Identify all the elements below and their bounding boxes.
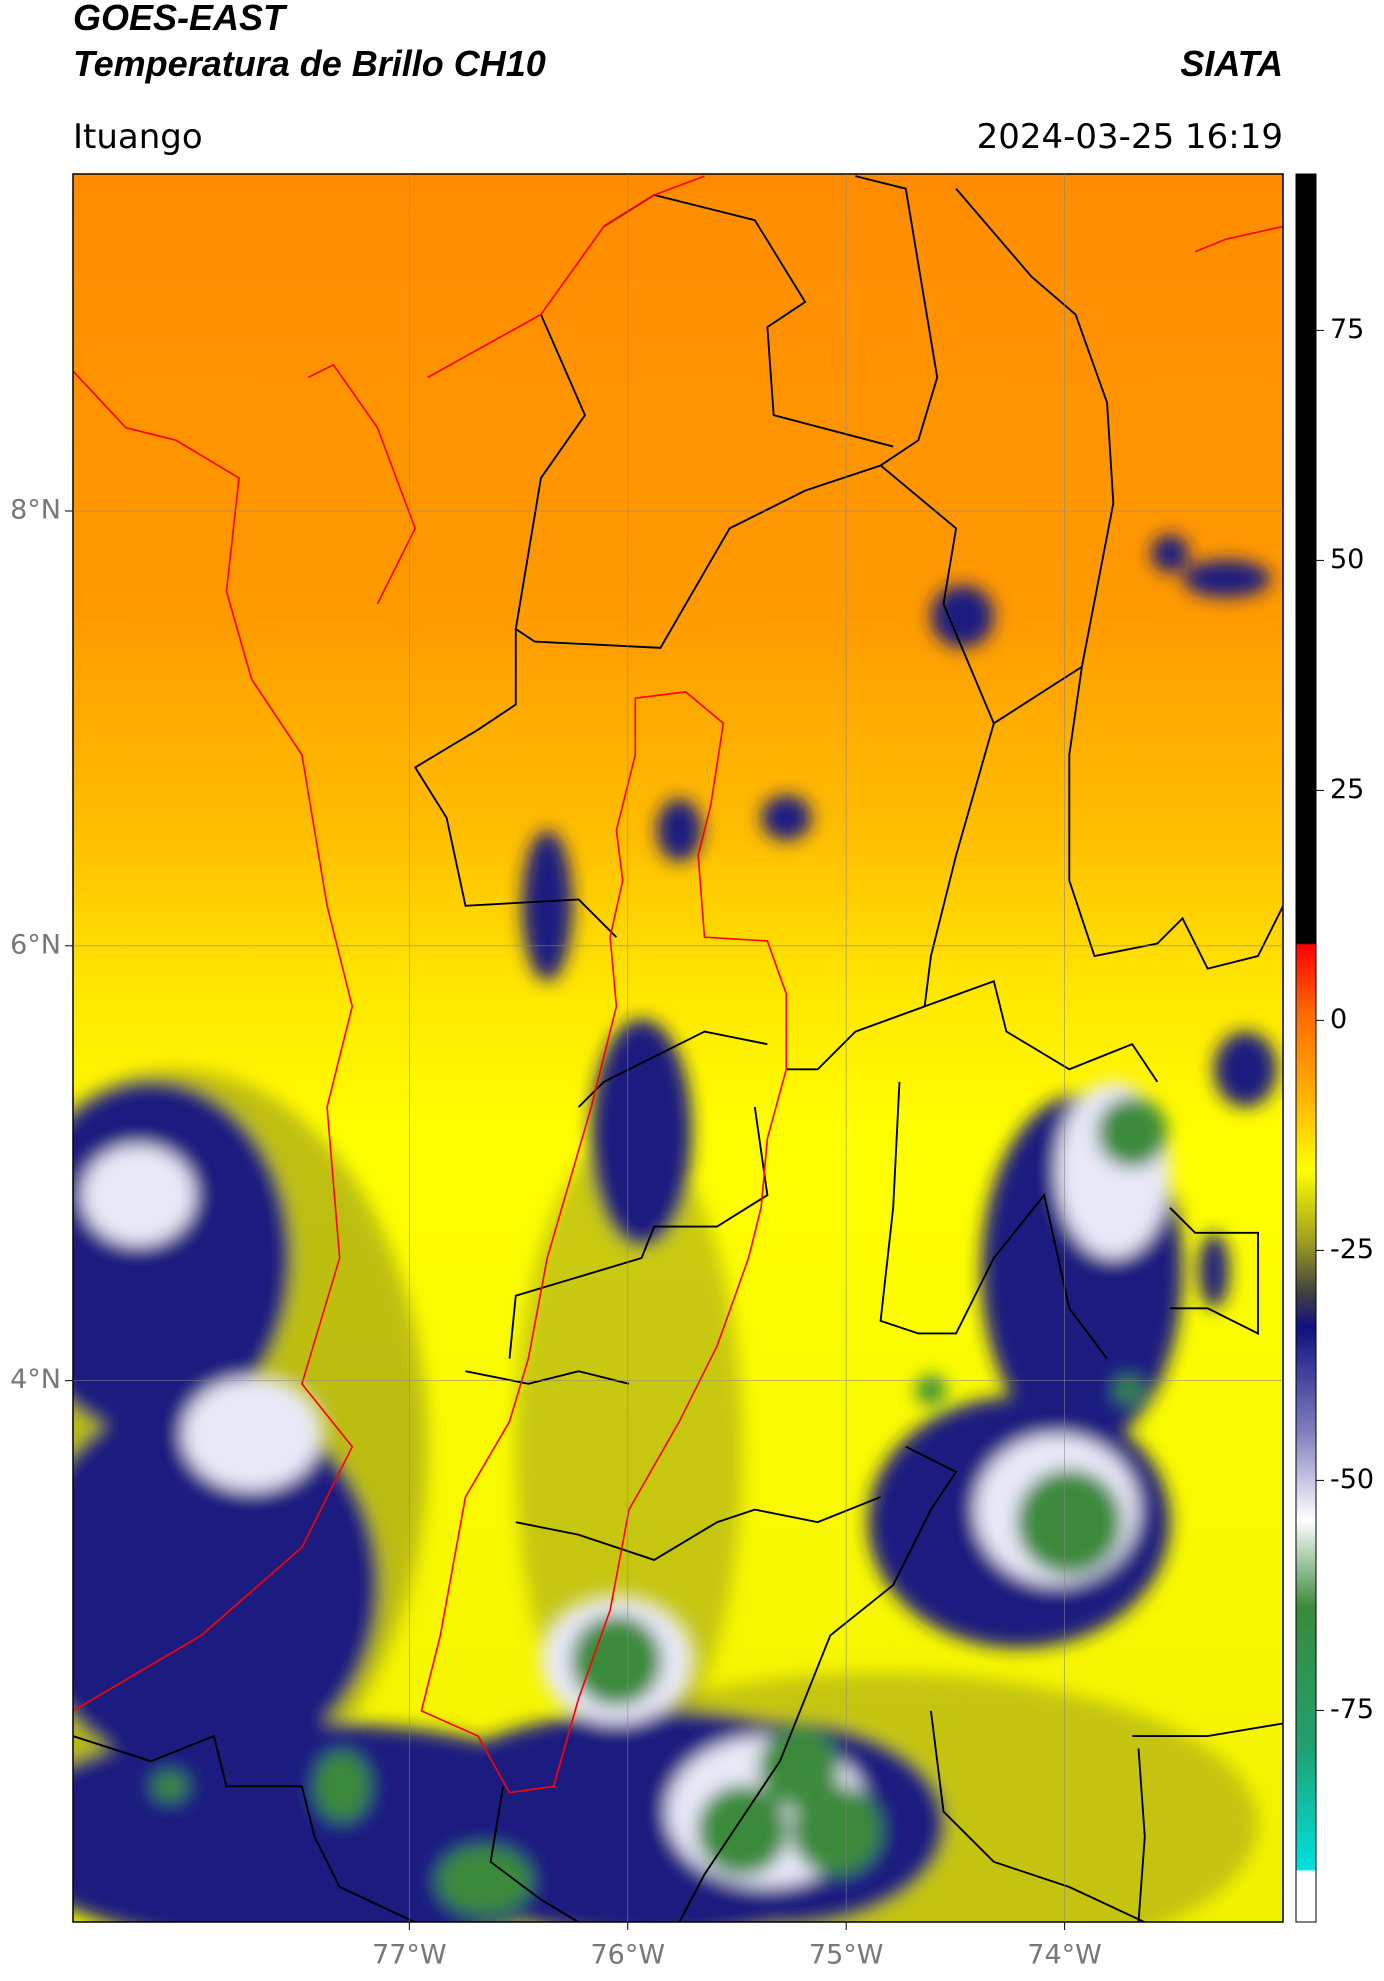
colorbar-tick-label: -75 [1330, 1694, 1374, 1725]
colorbar-tick-label: 0 [1330, 1004, 1347, 1035]
y-tick-label: 4°N [10, 1364, 61, 1395]
x-tick-label: 76°W [590, 1940, 665, 1971]
subtitle: Temperatura de Brillo CH10 [73, 43, 546, 84]
colorbar-tick-label: 25 [1330, 774, 1364, 805]
map-frame [72, 173, 1284, 1923]
x-tick-label: 77°W [372, 1940, 447, 1971]
source: SIATA [1180, 43, 1283, 84]
colorbar-tick-label: 50 [1330, 544, 1364, 575]
y-tick-label: 6°N [10, 929, 61, 960]
colorbar-tick-label: -25 [1330, 1234, 1374, 1265]
colorbar [1295, 173, 1317, 1923]
coastline-and-basin [72, 175, 1284, 1794]
colorbar-tick-label: -50 [1330, 1464, 1374, 1495]
location: Ituango [73, 117, 203, 157]
x-tick-label: 75°W [809, 1940, 884, 1971]
y-tick-label: 8°N [10, 494, 61, 525]
map-imagery [72, 173, 1284, 1923]
x-tick-label: 74°W [1027, 1940, 1102, 1971]
title: GOES-EAST [73, 0, 288, 38]
colorbar-tick-label: 75 [1330, 314, 1364, 345]
timestamp: 2024-03-25 16:19 [977, 117, 1283, 157]
